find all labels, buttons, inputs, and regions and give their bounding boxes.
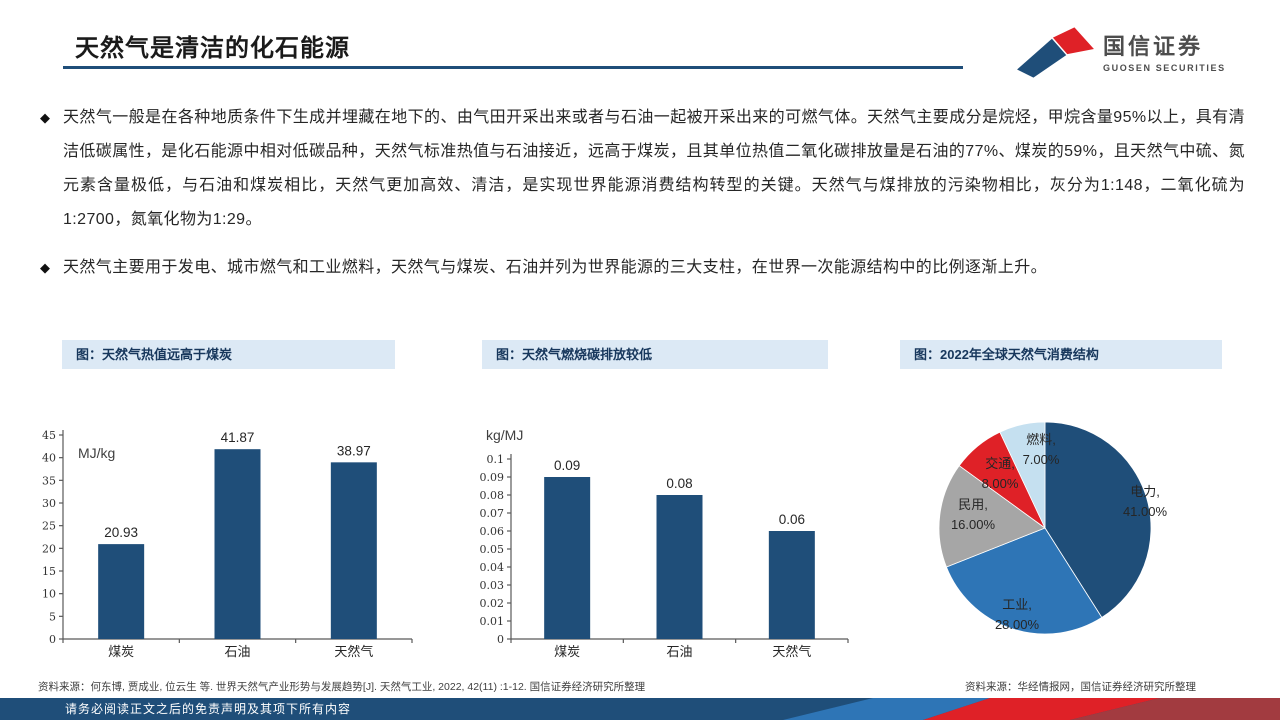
svg-text:0: 0 [497, 633, 504, 646]
svg-text:0.02: 0.02 [480, 597, 505, 610]
brand-logo: 国信证券 GUOSEN SECURITIES [1015, 24, 1226, 78]
svg-text:0.09: 0.09 [480, 471, 505, 484]
svg-text:15: 15 [42, 565, 56, 578]
svg-text:0.06: 0.06 [480, 525, 505, 538]
bar-chart-carbon-emission: 0 0.01 0.02 0.03 0.04 0.05 0.06 0.07 0.08 0.09 0.1… [468, 424, 863, 674]
chart-title-heat-value: 图：天然气热值远高于煤炭 [62, 340, 395, 369]
chart-title-consumption-structure: 图：2022年全球天然气消费结构 [900, 340, 1222, 369]
svg-text:0.05: 0.05 [480, 543, 505, 556]
svg-text:石油: 石油 [666, 644, 692, 659]
svg-text:0.04: 0.04 [480, 561, 505, 574]
svg-text:35: 35 [42, 474, 56, 487]
pie-chart-consumption-structure: 电力, 41.00% 工业, 28.00% 民用, 16.00% 交通, 8.00% 燃料, 7.… [920, 406, 1190, 671]
bullet-item-2: ◆ 天然气主要用于发电、城市燃气和工业燃料，天然气与煤炭、石油并列为世界能源的三… [40, 251, 1245, 285]
svg-text:41.87: 41.87 [221, 430, 255, 445]
svg-text:5: 5 [49, 610, 56, 623]
logo-name-en: GUOSEN SECURITIES [1103, 63, 1226, 73]
svg-text:0.08: 0.08 [666, 476, 692, 491]
svg-text:kg/MJ: kg/MJ [486, 427, 523, 443]
svg-text:工业,28.00%: 工业, 28.00% [995, 597, 1040, 632]
title-underline [63, 66, 963, 69]
svg-text:电力,41.00%: 电力, 41.00% [1123, 484, 1168, 519]
svg-text:20.93: 20.93 [104, 525, 138, 540]
svg-text:40: 40 [42, 452, 56, 465]
page-title: 天然气是清洁的化石能源 [75, 35, 350, 62]
bullet-diamond-icon: ◆ [40, 260, 50, 275]
svg-text:煤炭: 煤炭 [108, 644, 134, 659]
svg-text:0.07: 0.07 [480, 507, 505, 520]
bullet-item-1: ◆ 天然气一般是在各种地质条件下生成并埋藏在地下的、由气田开采出来或者与石油一起… [40, 101, 1245, 237]
logo-name-cn: 国信证券 [1103, 34, 1204, 59]
chart-title-carbon-emission: 图：天然气燃烧碳排放较低 [482, 340, 828, 369]
logo-text: 国信证券 GUOSEN SECURITIES [1103, 29, 1226, 73]
svg-text:0: 0 [49, 633, 56, 646]
footer-bar: 请务必阅读正文之后的免责声明及其项下所有内容 [0, 698, 1280, 720]
svg-text:0.01: 0.01 [480, 615, 505, 628]
source-note-right: 资料来源：华经情报网，国信证券经济研究所整理 [965, 681, 1196, 693]
svg-text:25: 25 [42, 520, 56, 533]
svg-text:0.03: 0.03 [480, 579, 505, 592]
svg-text:MJ/kg: MJ/kg [78, 445, 115, 461]
svg-text:石油: 石油 [224, 644, 250, 659]
bar-chart-heat-value: 0 5 10 15 20 25 30 35 40 45 20.93 煤炭 41.87 石油 38.97 天然气… [36, 424, 431, 674]
footer-disclaimer: 请务必阅读正文之后的免责声明及其项下所有内容 [65, 702, 352, 716]
svg-text:燃料,7.00%: 燃料, 7.00% [1023, 432, 1060, 467]
svg-text:交通,8.00%: 交通, 8.00% [982, 456, 1019, 491]
svg-text:煤炭: 煤炭 [554, 644, 580, 659]
bullet-list: ◆ 天然气一般是在各种地质条件下生成并埋藏在地下的、由气田开采出来或者与石油一起… [40, 101, 1245, 299]
svg-text:20: 20 [42, 542, 56, 555]
svg-text:30: 30 [42, 497, 56, 510]
svg-text:45: 45 [42, 429, 56, 442]
svg-text:天然气: 天然气 [772, 644, 811, 659]
bullet-text-1: 天然气一般是在各种地质条件下生成并埋藏在地下的、由气田开采出来或者与石油一起被开… [63, 109, 1245, 228]
bullet-diamond-icon: ◆ [40, 110, 50, 125]
svg-text:0.1: 0.1 [487, 453, 505, 466]
svg-text:0.09: 0.09 [554, 458, 580, 473]
source-note-left: 资料来源：何东博, 贾成业, 位云生 等. 世界天然气产业形势与发展趋势[J].… [38, 681, 646, 693]
svg-text:天然气: 天然气 [334, 644, 373, 659]
svg-text:38.97: 38.97 [337, 443, 371, 458]
svg-text:10: 10 [42, 588, 56, 601]
bullet-text-2: 天然气主要用于发电、城市燃气和工业燃料，天然气与煤炭、石油并列为世界能源的三大支… [63, 259, 1048, 276]
logo-mark-icon [1017, 27, 1094, 78]
footer-decoration [0, 698, 1280, 720]
svg-text:0.06: 0.06 [779, 512, 805, 527]
svg-text:民用,16.00%: 民用, 16.00% [951, 497, 996, 532]
svg-text:0.08: 0.08 [480, 489, 505, 502]
